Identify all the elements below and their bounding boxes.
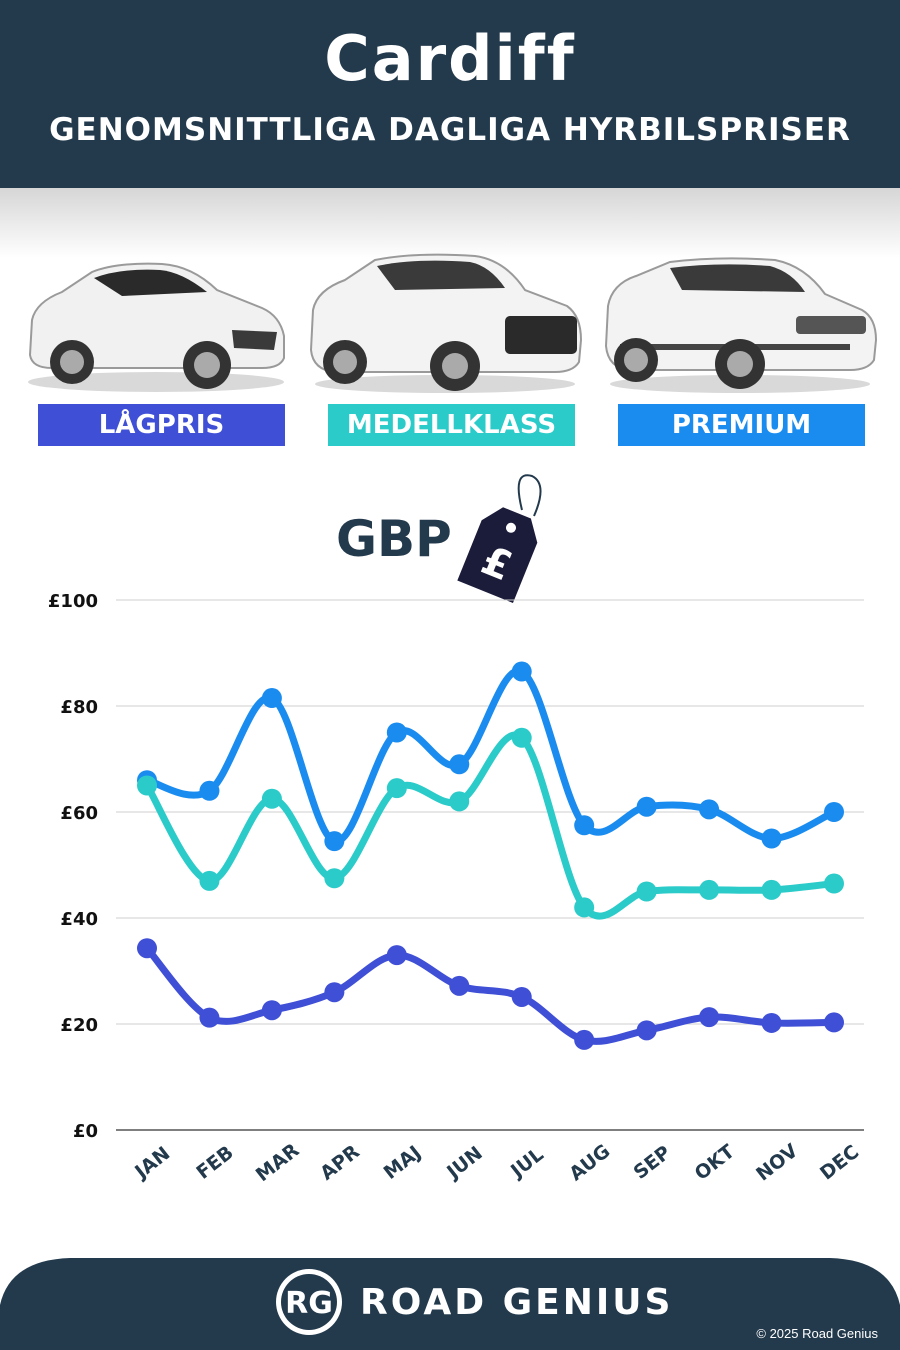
data-point	[574, 815, 595, 836]
data-point	[261, 788, 282, 809]
data-point	[137, 938, 157, 959]
data-point	[137, 775, 157, 796]
data-point	[449, 791, 470, 812]
data-point	[386, 945, 407, 966]
data-point	[324, 868, 345, 889]
data-point	[386, 722, 407, 743]
x-tick-label: MAR	[252, 1139, 304, 1186]
x-tick-label: SEP	[629, 1141, 675, 1183]
data-point	[699, 799, 720, 820]
data-point	[699, 1007, 720, 1028]
data-point	[199, 1007, 220, 1028]
page-title: Cardiff	[324, 22, 576, 95]
x-tick-label: JAN	[129, 1142, 174, 1184]
suv-car-icon	[309, 253, 583, 393]
data-point	[636, 796, 657, 817]
series-line	[143, 731, 838, 920]
series-line	[143, 944, 838, 1045]
x-tick-label: NOV	[752, 1140, 802, 1186]
data-point	[824, 802, 844, 822]
premium-suv-car-icon	[604, 257, 878, 393]
y-tick-label: £40	[60, 909, 98, 930]
x-tick-label: APR	[316, 1140, 364, 1184]
data-point	[449, 754, 470, 775]
data-point	[699, 879, 720, 900]
x-tick-label: OKT	[691, 1141, 739, 1185]
price-line-chart: £0 £20 £40 £60 £80 £100 JAN FEB MAR APR MAJ JUN JUL…	[48, 591, 864, 1186]
header-shadow	[0, 188, 900, 258]
data-point	[574, 1029, 595, 1050]
brand-name: ROAD GENIUS	[360, 1282, 674, 1323]
y-tick-label: £0	[73, 1121, 98, 1142]
data-point	[261, 688, 282, 709]
data-point	[324, 831, 345, 852]
data-point	[511, 661, 532, 682]
x-tick-label: FEB	[192, 1142, 237, 1184]
data-point	[199, 870, 220, 891]
copyright-text: © 2025 Road Genius	[756, 1326, 878, 1341]
y-tick-label: £20	[60, 1015, 98, 1036]
data-point	[199, 780, 220, 801]
y-tick-label: £100	[48, 591, 98, 612]
page-subtitle: GENOMSNITTLIGA DAGLIGA HYRBILSPRISER	[49, 112, 851, 148]
data-point	[449, 975, 470, 996]
y-tick-label: £60	[60, 803, 98, 824]
data-point	[761, 828, 782, 849]
x-tick-label: JUL	[505, 1143, 547, 1183]
data-point	[511, 986, 532, 1007]
data-point	[761, 879, 782, 900]
data-point	[824, 873, 844, 894]
x-tick-label: DEC	[816, 1141, 863, 1185]
data-point	[636, 881, 657, 902]
data-point	[511, 727, 532, 748]
x-tick-label: JUN	[441, 1142, 486, 1184]
hatchback-car-icon	[28, 262, 285, 392]
y-tick-label: £80	[60, 697, 98, 718]
category-badge-midsize: MEDELLKLASS	[328, 404, 575, 446]
footer-band: RG	[0, 1258, 900, 1350]
data-point	[636, 1020, 657, 1041]
rg-logo-icon: RG	[285, 1286, 333, 1321]
data-point	[324, 982, 345, 1003]
category-badge-premium: PREMIUM	[618, 404, 865, 446]
x-tick-label: AUG	[565, 1140, 614, 1185]
x-tick-label: MAJ	[380, 1141, 426, 1183]
data-point	[386, 778, 407, 799]
data-point	[824, 1012, 844, 1033]
category-badge-budget: LÅGPRIS	[38, 404, 285, 446]
data-point	[261, 1000, 282, 1021]
data-point	[574, 897, 595, 918]
pound-price-tag-icon: £	[457, 474, 542, 603]
data-point	[761, 1012, 782, 1033]
header-banner: Cardiff GENOMSNITTLIGA DAGLIGA HYRBILSPR…	[0, 0, 900, 188]
currency-label: GBP	[336, 510, 452, 568]
